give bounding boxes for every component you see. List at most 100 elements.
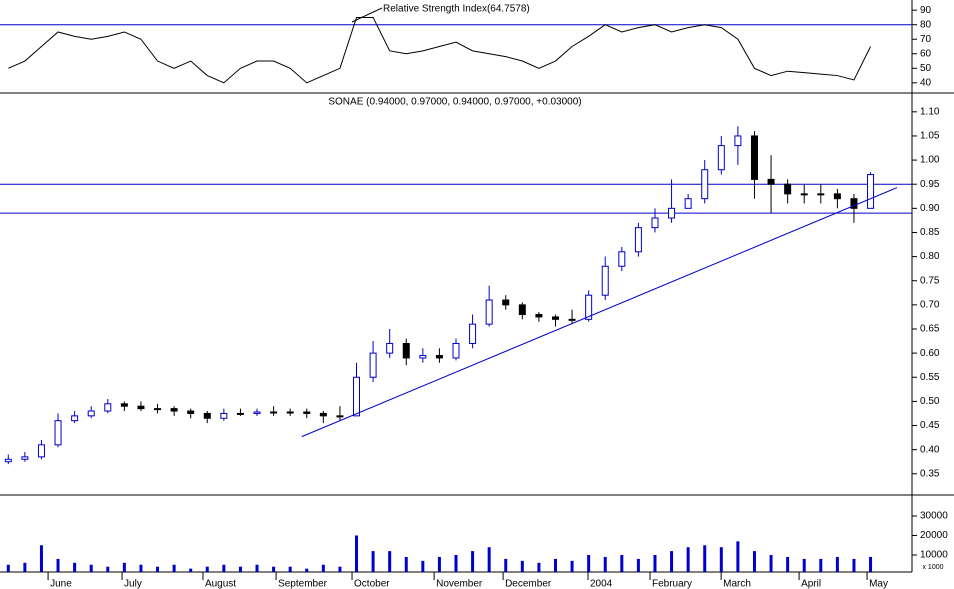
candle-body — [867, 174, 875, 209]
volume-bar — [703, 545, 707, 572]
volume-bar — [819, 558, 823, 572]
candle-body — [800, 193, 808, 196]
candle-body — [369, 352, 377, 378]
volume-bar — [835, 556, 839, 572]
volume-bar — [255, 564, 259, 572]
volume-bar — [321, 564, 325, 572]
volume-bar — [786, 556, 790, 572]
y-tick-label: 0.85 — [920, 227, 940, 238]
volume-bar — [769, 555, 773, 572]
y-tick-label: 0.90 — [920, 203, 940, 214]
candle-body — [518, 304, 526, 316]
candle-body — [651, 217, 659, 229]
candle-body — [435, 355, 443, 359]
y-tick-label: 90 — [920, 5, 932, 16]
y-tick-label: 70 — [920, 34, 932, 45]
x-tick-label: December — [505, 579, 552, 589]
candle-body — [54, 420, 62, 446]
candle-body — [71, 415, 79, 422]
volume-bar — [653, 555, 657, 572]
x-tick-label: 2004 — [590, 579, 613, 589]
candle-body — [469, 323, 477, 344]
candle-body — [684, 198, 692, 209]
volume-bar — [139, 564, 143, 572]
y-tick-label: 50 — [920, 63, 932, 74]
candle-body — [850, 198, 858, 209]
candle-body — [452, 342, 460, 359]
volume-bar — [636, 558, 640, 572]
candle-body — [750, 135, 758, 180]
candle-body — [270, 411, 278, 414]
volume-bar — [537, 562, 541, 572]
volume-bar — [89, 564, 93, 572]
volume-bar — [719, 547, 723, 572]
volume-bar — [553, 558, 557, 572]
y-tick-label: 0.55 — [920, 372, 940, 383]
candle-body — [21, 456, 29, 460]
candle-body — [734, 135, 742, 147]
y-tick-label: 0.80 — [920, 251, 940, 262]
x-tick-label: October — [354, 579, 390, 589]
y-tick-label: 1.00 — [920, 155, 940, 166]
candle-body — [485, 299, 493, 325]
candle-body — [767, 178, 775, 185]
volume-bar — [620, 555, 624, 572]
candle-body — [551, 316, 559, 320]
candle-body — [386, 342, 394, 354]
volume-bar — [437, 556, 441, 572]
volume-bar — [852, 558, 856, 572]
x-tick-label: May — [869, 579, 888, 589]
y-tick-label: 40 — [920, 77, 932, 88]
volume-bar — [338, 566, 342, 572]
candle-body — [336, 415, 344, 418]
x-tick-label: February — [652, 579, 692, 589]
volume-bar — [238, 566, 242, 572]
volume-bar — [205, 566, 209, 572]
volume-bar — [736, 541, 740, 572]
x-tick-label: June — [50, 579, 72, 589]
candle-body — [87, 410, 95, 417]
x-tick-label: April — [801, 579, 821, 589]
y-tick-label: 0.75 — [920, 275, 940, 286]
volume-bar — [156, 566, 160, 572]
y-tick-label: 0.95 — [920, 179, 940, 190]
volume-bar — [222, 564, 226, 572]
candle-body — [170, 408, 178, 412]
candle-body — [37, 444, 45, 458]
volume-bar — [388, 551, 392, 572]
candle-body — [154, 408, 162, 411]
rsi-line — [8, 16, 871, 84]
candle-body — [502, 299, 510, 306]
volume-bar — [802, 558, 806, 572]
volume-bar — [454, 555, 458, 572]
candle-body — [668, 207, 676, 219]
candle-body — [220, 412, 228, 419]
x-tick-label: March — [723, 579, 751, 589]
candle-body — [535, 314, 543, 318]
candle-body — [833, 193, 841, 200]
candle-body — [817, 193, 825, 196]
candle-body — [286, 411, 294, 414]
volume-bar — [272, 566, 276, 572]
y-tick-label: 10000 — [920, 550, 948, 561]
volume-bar — [56, 558, 60, 572]
y-tick-label: 30000 — [920, 511, 948, 522]
volume-bar — [6, 564, 10, 572]
volume-bar — [355, 535, 359, 572]
candle-body — [253, 411, 261, 414]
y-tick-label: 0.50 — [920, 396, 940, 407]
volume-bar — [305, 568, 309, 572]
candle-body — [4, 458, 12, 463]
y-tick-label: 0.70 — [920, 299, 940, 310]
volume-bar — [39, 545, 43, 572]
volume-bar — [106, 566, 110, 572]
volume-bar — [73, 562, 77, 572]
y-tick-label: 1.05 — [920, 131, 940, 142]
x-tick-label: August — [205, 579, 236, 589]
price-title: SONAE (0.94000, 0.97000, 0.94000, 0.9700… — [328, 97, 581, 108]
volume-bar — [421, 560, 425, 572]
y-tick-label: 20000 — [920, 530, 948, 541]
x-tick-label: September — [278, 579, 328, 589]
x-tick-label: July — [124, 579, 142, 589]
